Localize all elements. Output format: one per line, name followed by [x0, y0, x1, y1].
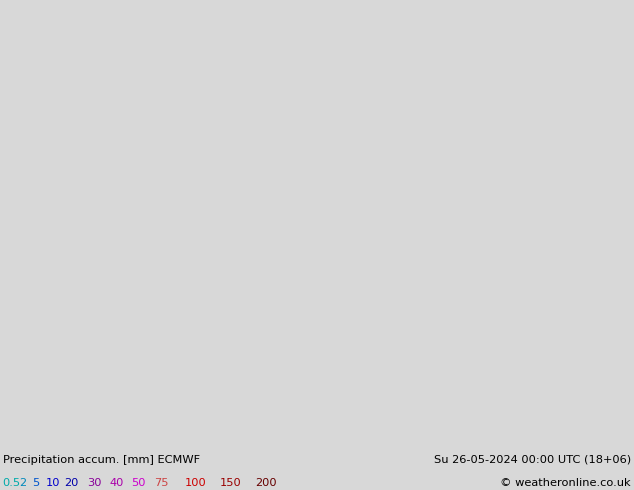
- Text: 200: 200: [255, 478, 276, 488]
- Text: 40: 40: [110, 478, 124, 488]
- Text: © weatheronline.co.uk: © weatheronline.co.uk: [500, 478, 631, 488]
- Text: 20: 20: [64, 478, 79, 488]
- Text: Precipitation accum. [mm] ECMWF: Precipitation accum. [mm] ECMWF: [3, 455, 200, 465]
- Text: 30: 30: [87, 478, 101, 488]
- Text: 2: 2: [19, 478, 26, 488]
- Text: 75: 75: [154, 478, 169, 488]
- Text: 150: 150: [220, 478, 242, 488]
- Text: 5: 5: [32, 478, 39, 488]
- Text: 0.5: 0.5: [2, 478, 20, 488]
- Text: 100: 100: [185, 478, 207, 488]
- Text: Su 26-05-2024 00:00 UTC (18+06): Su 26-05-2024 00:00 UTC (18+06): [434, 455, 631, 465]
- Text: 50: 50: [131, 478, 145, 488]
- Text: 10: 10: [46, 478, 60, 488]
